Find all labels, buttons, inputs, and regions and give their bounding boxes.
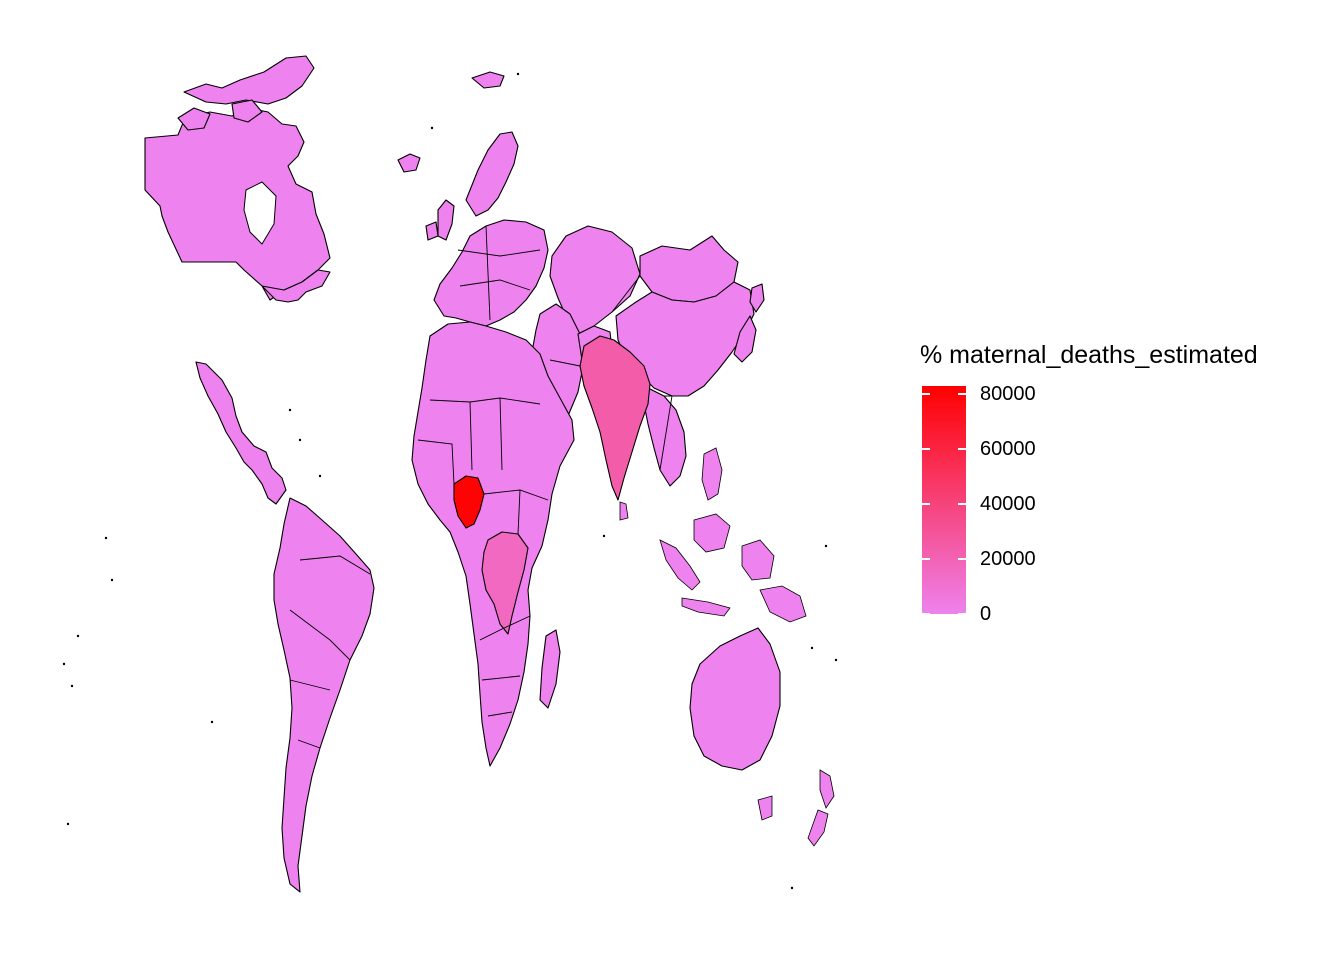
region-arctic-island-1	[177, 107, 211, 131]
region-india	[579, 335, 651, 501]
region-ireland	[425, 221, 439, 241]
region-madagascar	[539, 629, 561, 709]
region-new-zealand-south	[807, 809, 829, 847]
internal-borders	[289, 225, 673, 749]
legend-tick-label: 80000	[980, 383, 1036, 406]
legend-tick-mark	[922, 448, 930, 450]
region-europe-main	[433, 219, 549, 327]
region-japan	[733, 315, 757, 363]
region-new-zealand-north	[819, 769, 835, 809]
region-arctic-island-2	[231, 99, 263, 123]
region-australia	[689, 627, 781, 771]
region-south-america	[273, 497, 375, 893]
region-java	[681, 597, 731, 617]
legend-tick-mark	[958, 448, 966, 450]
region-nigeria	[453, 475, 485, 529]
region-korea-sakhalin	[749, 283, 765, 313]
region-svalbard	[471, 71, 505, 89]
region-indonesia-1	[659, 539, 701, 591]
region-sri-lanka	[619, 501, 629, 521]
region-iceland	[397, 153, 421, 173]
region-philippines	[701, 447, 723, 501]
legend-tick-mark	[958, 613, 966, 615]
region-tasmania	[757, 795, 773, 821]
legend-colorbar	[922, 386, 966, 614]
legend-tick-mark	[958, 503, 966, 505]
region-uk	[437, 199, 455, 241]
legend-tick-label: 20000	[980, 548, 1036, 571]
legend-tick-mark	[922, 558, 930, 560]
legend-tick-mark	[958, 558, 966, 560]
world-map-svg	[62, 55, 838, 893]
region-indonesia-3	[741, 539, 775, 581]
legend-tick-mark	[922, 393, 930, 395]
legend-tick-mark	[958, 393, 966, 395]
legend-tick-label: 40000	[980, 493, 1036, 516]
legend-tick-label: 60000	[980, 438, 1036, 461]
legend-tick-label: 0	[980, 603, 992, 625]
map-specks	[62, 72, 838, 890]
legend-title: % maternal_deaths_estimated	[920, 341, 1258, 369]
region-usa-east	[261, 269, 331, 303]
region-central-asia	[549, 225, 641, 335]
region-canada	[144, 107, 331, 301]
region-scandinavia	[465, 131, 519, 217]
region-indonesia-2	[693, 513, 731, 553]
legend-tick-mark	[922, 613, 930, 615]
region-mexico	[195, 361, 287, 505]
region-canada-arctic	[183, 55, 315, 105]
region-new-guinea	[759, 585, 807, 623]
world-map	[62, 55, 838, 893]
legend: % maternal_deaths_estimated 0 20000 40000 6…	[920, 338, 1340, 638]
legend-tick-mark	[922, 503, 930, 505]
